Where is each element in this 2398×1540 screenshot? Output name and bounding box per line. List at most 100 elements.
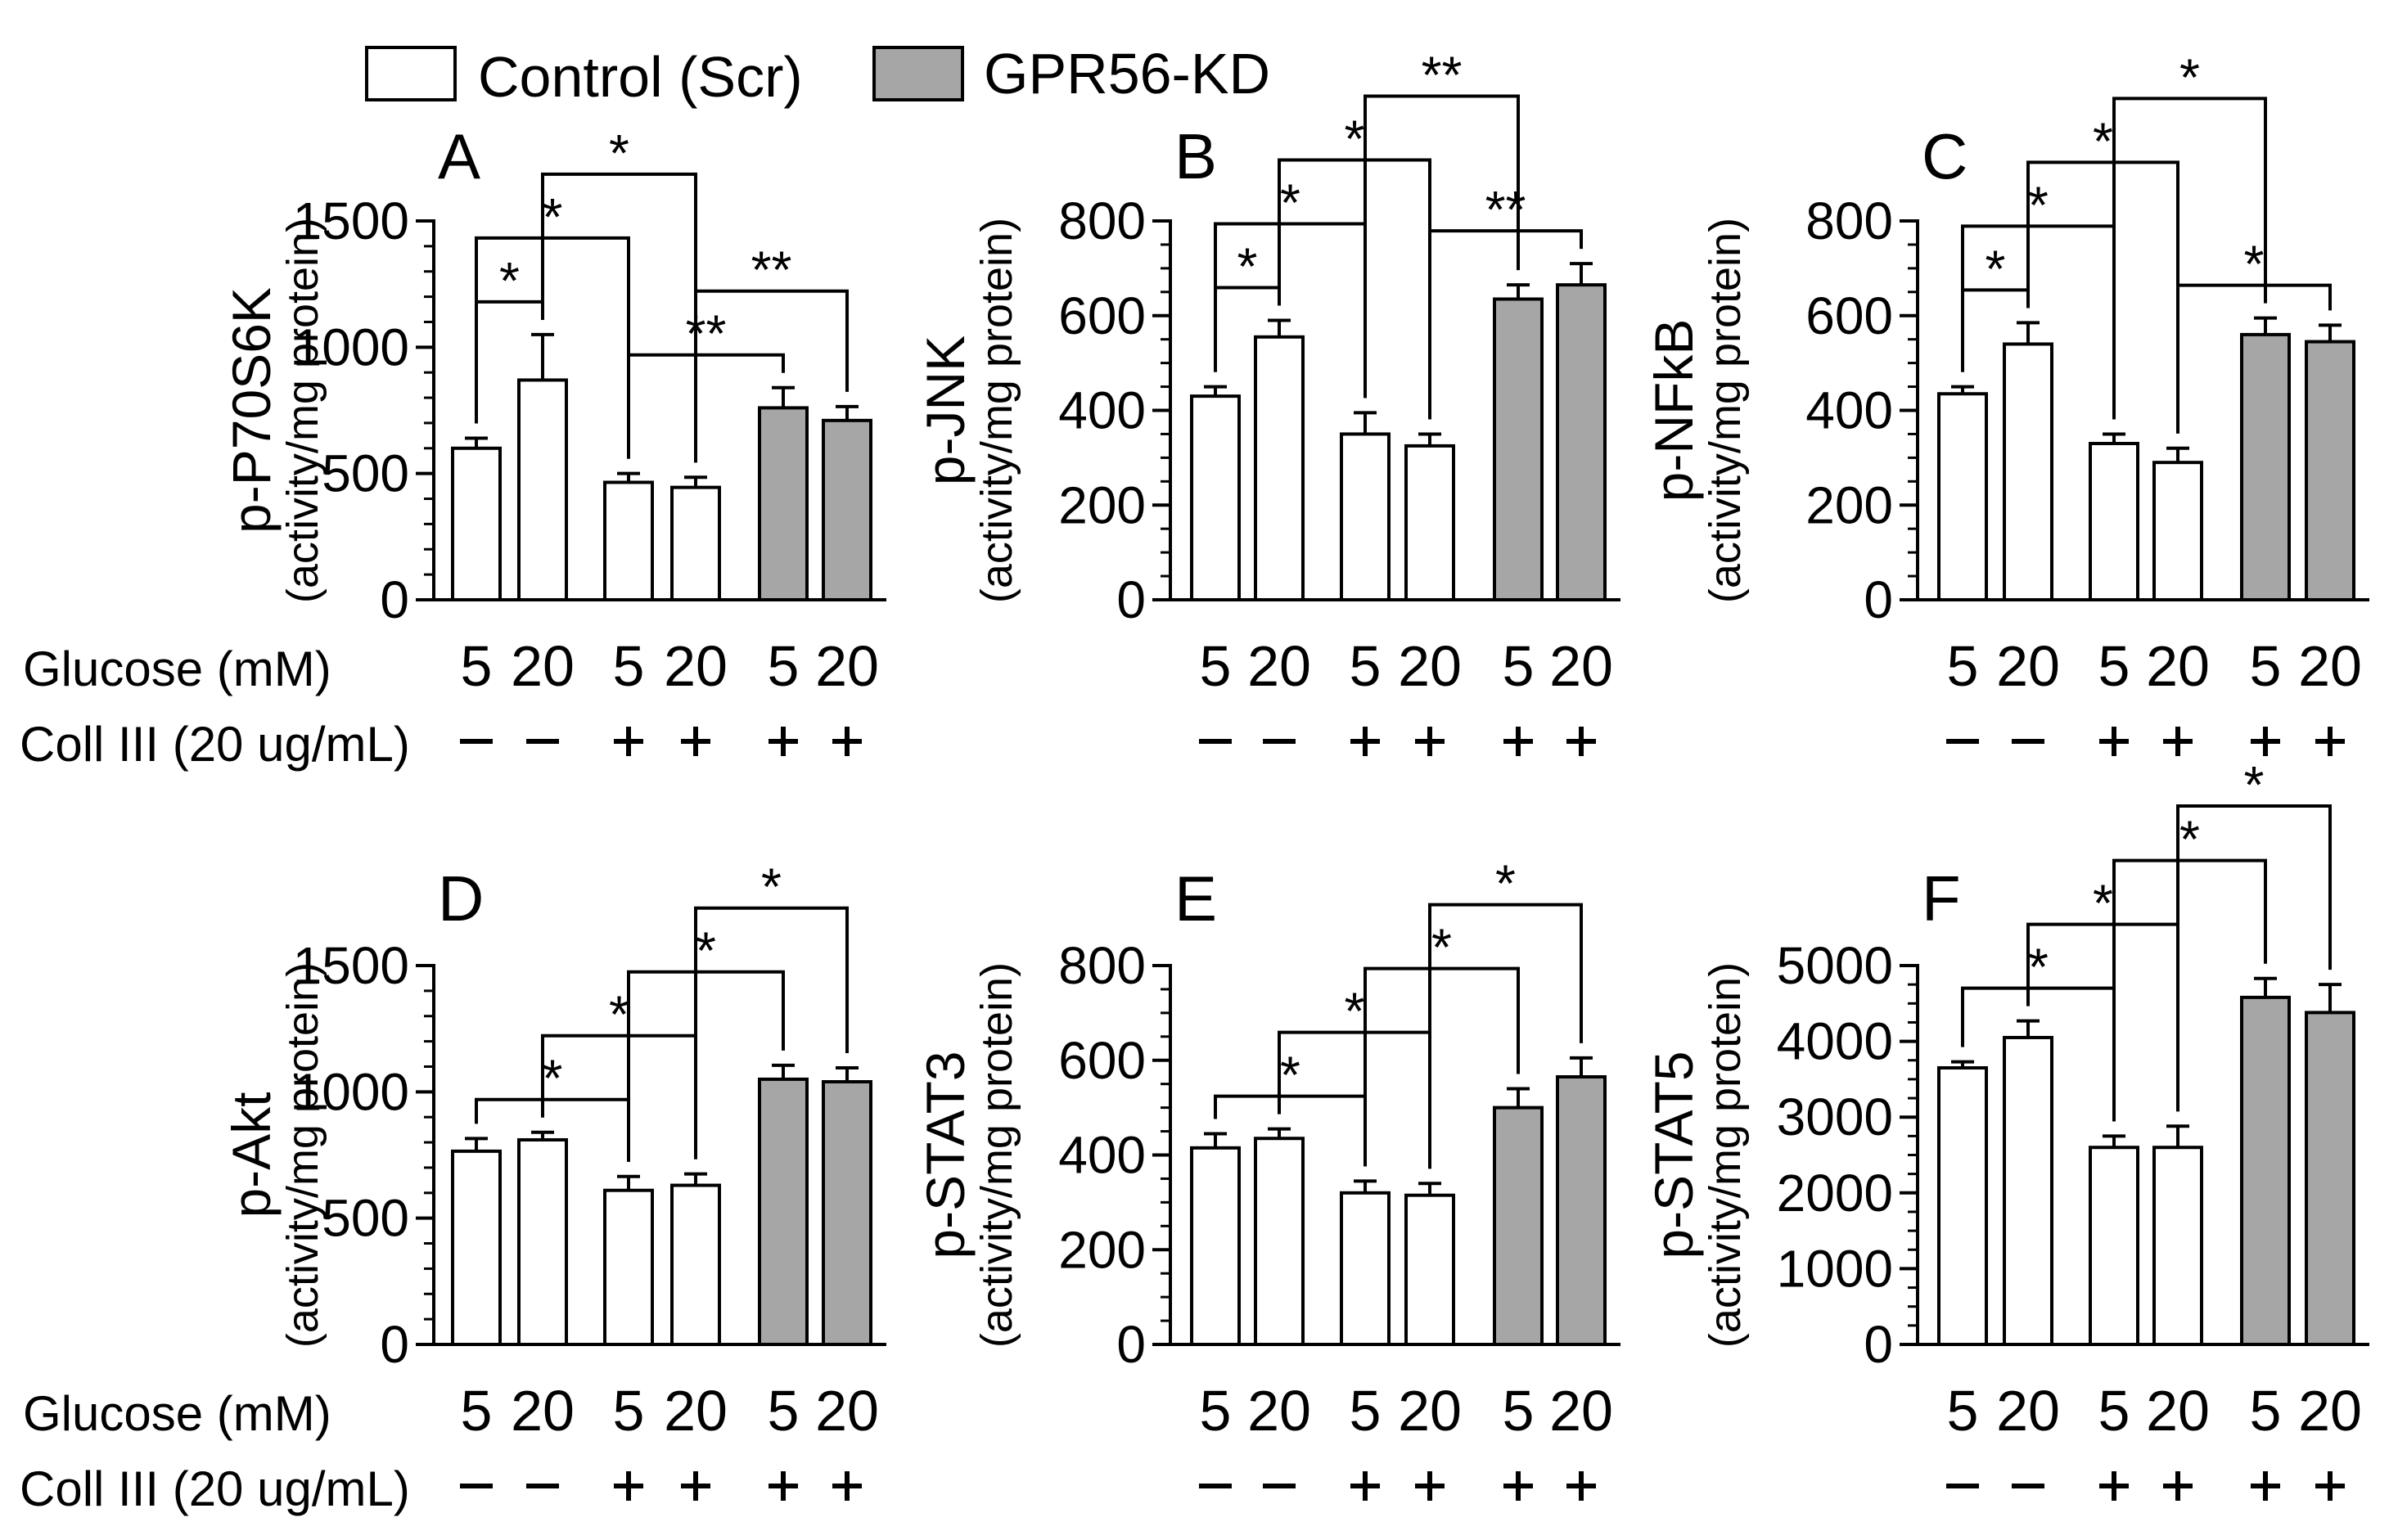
- glucose-tick-label: 5: [2098, 1379, 2130, 1443]
- panel-letter-b: B: [1174, 120, 1217, 192]
- bar: [2305, 340, 2355, 601]
- significance-bracket: [2112, 97, 2267, 420]
- y-tick-label: 0: [1116, 1315, 1146, 1374]
- significance-bracket: [1428, 229, 1583, 420]
- bar: [517, 1137, 568, 1346]
- glucose-tick-label: 20: [664, 1379, 728, 1443]
- bar: [2240, 995, 2291, 1346]
- significance-label: *: [1237, 237, 1258, 296]
- bar: [1404, 444, 1455, 601]
- significance-label: *: [2244, 755, 2265, 814]
- bar: [1340, 432, 1391, 601]
- significance-label: *: [2179, 810, 2200, 869]
- glucose-tick-label: 20: [2298, 1379, 2362, 1443]
- significance-label: *: [1431, 918, 1452, 977]
- significance-label: *: [1345, 110, 1365, 169]
- y-tick-label: 200: [1805, 475, 1893, 534]
- bar: [1556, 283, 1607, 601]
- bar: [603, 1188, 654, 1347]
- glucose-tick-label: 20: [1996, 1379, 2060, 1443]
- significance-label: *: [761, 858, 782, 916]
- y-axis-unit-label: (activity/mg protein): [1701, 218, 1750, 603]
- y-tick-label: 800: [1058, 936, 1146, 995]
- glucose-tick-label: 5: [2250, 634, 2282, 698]
- bar: [1190, 1146, 1241, 1346]
- bar: [2240, 332, 2291, 601]
- significance-bracket: [694, 906, 849, 1160]
- y-tick-label: 200: [1058, 475, 1146, 534]
- glucose-tick-label: 5: [461, 1379, 493, 1443]
- significance-label: *: [1345, 982, 1365, 1041]
- bar: [2089, 1146, 2139, 1346]
- significance-label: *: [2093, 111, 2113, 170]
- panel-b: Bp-JNK(activity/mg protein) 0 200 400 600 800…: [915, 46, 1620, 756]
- glucose-tick-label: 20: [511, 1379, 575, 1443]
- glucose-tick-label: 20: [1247, 634, 1311, 698]
- significance-bracket: [1364, 966, 1520, 1167]
- glucose-tick-label: 5: [768, 1379, 800, 1443]
- y-axis-label: p-JNK: [915, 335, 976, 485]
- legend-label-gpr56-kd: GPR56-KD: [984, 42, 1270, 106]
- panel-f: Fp-STAT5(activity/mg protein) 0 1000 2000 30…: [1643, 755, 2369, 1501]
- bar: [1493, 1105, 1544, 1346]
- y-tick-label: 5000: [1777, 936, 1893, 995]
- significance-bracket: [694, 289, 849, 463]
- glucose-tick-label: 20: [1398, 1379, 1462, 1443]
- glucose-tick-label: 5: [2250, 1379, 2282, 1443]
- y-tick-label: 800: [1058, 191, 1146, 250]
- y-tick-label: 600: [1805, 286, 1893, 345]
- significance-label: *: [1986, 239, 2006, 298]
- bar: [1937, 392, 1988, 601]
- panel-letter-e: E: [1174, 862, 1217, 934]
- y-tick-label: 1000: [293, 1062, 409, 1121]
- bar: [2152, 1146, 2203, 1346]
- bar: [1190, 394, 1241, 602]
- y-tick-label: 1500: [293, 191, 409, 250]
- bar: [2003, 1035, 2053, 1346]
- y-axis-unit-label: (activity/mg protein): [972, 962, 1021, 1348]
- coll-row-label: Coll III (20 ug/mL): [20, 717, 410, 772]
- significance-label: **: [1422, 46, 1463, 105]
- glucose-tick-label: 5: [1503, 634, 1535, 698]
- y-tick-label: 400: [1058, 381, 1146, 440]
- y-tick-label: 800: [1805, 191, 1893, 250]
- y-axis-label: p-P70S6K: [221, 287, 282, 534]
- significance-label: *: [696, 921, 716, 980]
- y-tick-label: 600: [1058, 286, 1146, 345]
- glucose-tick-label: 5: [613, 634, 645, 698]
- legend: Control (Scr) GPR56-KD: [365, 42, 1270, 109]
- bar: [2003, 342, 2053, 601]
- glucose-tick-label: 5: [1947, 634, 1979, 698]
- y-tick-label: 0: [380, 570, 409, 629]
- bar: [822, 418, 872, 602]
- significance-label: *: [2244, 235, 2265, 294]
- glucose-tick-label: 5: [1947, 1379, 1979, 1443]
- glucose-tick-label: 20: [1247, 1379, 1311, 1443]
- glucose-tick-label: 20: [1549, 1379, 1613, 1443]
- y-tick-label: 4000: [1777, 1012, 1893, 1071]
- significance-label: *: [1280, 1046, 1300, 1105]
- y-tick-label: 0: [1864, 570, 1893, 629]
- y-tick-label: 2000: [1777, 1164, 1893, 1223]
- bar: [1493, 297, 1544, 601]
- y-tick-label: 1000: [1777, 1239, 1893, 1298]
- bar: [603, 480, 654, 601]
- y-tick-label: 3000: [1777, 1087, 1893, 1146]
- significance-label: *: [2179, 47, 2200, 106]
- significance-label: **: [751, 241, 792, 299]
- significance-bracket: [2176, 283, 2332, 434]
- y-axis-label: p-STAT3: [915, 1051, 976, 1259]
- significance-bracket: [2112, 858, 2267, 1122]
- panel-d: Dp-Akt(activity/mg protein) 0 500 1000 1500 5…: [20, 858, 886, 1516]
- glucose-tick-label: 20: [2298, 634, 2362, 698]
- significance-label: *: [609, 124, 629, 182]
- coll-row-label: Coll III (20 ug/mL): [20, 1461, 410, 1516]
- bar: [517, 378, 568, 601]
- y-axis-unit-label: (activity/mg protein): [278, 218, 327, 603]
- y-tick-label: 1000: [293, 317, 409, 376]
- significance-label: *: [609, 985, 629, 1044]
- significance-label: *: [2028, 938, 2049, 997]
- glucose-row-label: Glucose (mM): [23, 642, 331, 696]
- legend-swatch-gpr56-kd: [872, 46, 964, 101]
- bar: [1556, 1075, 1607, 1346]
